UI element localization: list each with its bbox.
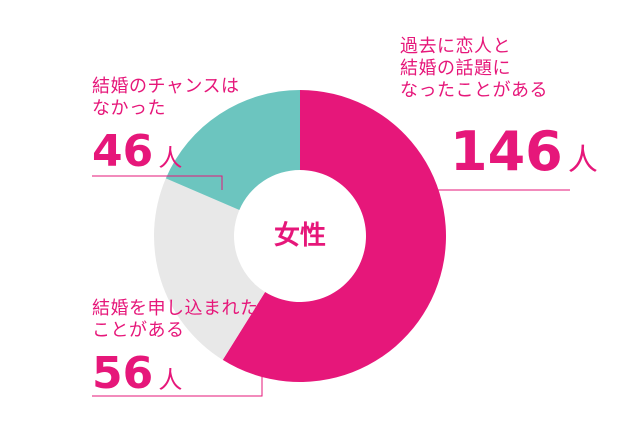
center-title: 女性 <box>274 220 326 251</box>
label-line: 結婚の話題に <box>400 58 511 79</box>
count-value: 146 <box>450 120 563 183</box>
label-line: ことがある <box>92 320 185 341</box>
slice-proposed-to <box>153 178 266 360</box>
label-no-chance: 結婚のチャンスは なかった <box>92 76 239 120</box>
count-unit: 人 <box>158 144 183 172</box>
count-value: 46 <box>92 126 154 177</box>
label-line: 過去に恋人と <box>400 36 511 57</box>
count-talked-about-marriage: 146 人 <box>450 120 598 183</box>
leader-no-chance <box>92 175 223 190</box>
label-line: なったことがある <box>400 80 548 101</box>
leader-proposed-to <box>92 354 263 397</box>
slice-talked-about-marriage <box>222 90 446 382</box>
label-line: 結婚を申し込まれた <box>92 298 259 319</box>
count-value: 56 <box>92 348 154 399</box>
count-proposed-to: 56 人 <box>92 348 182 399</box>
slice-no-chance <box>165 90 300 210</box>
leader-talked-about-marriage <box>387 189 570 206</box>
count-no-chance: 46 人 <box>92 126 182 177</box>
count-unit: 人 <box>567 143 598 178</box>
label-talked-about-marriage: 過去に恋人と 結婚の話題に なったことがある <box>400 36 548 102</box>
label-line: 結婚のチャンスは <box>92 76 240 97</box>
label-proposed-to: 結婚を申し込まれた ことがある <box>92 298 259 342</box>
label-line: なかった <box>92 98 166 119</box>
count-unit: 人 <box>158 366 183 394</box>
